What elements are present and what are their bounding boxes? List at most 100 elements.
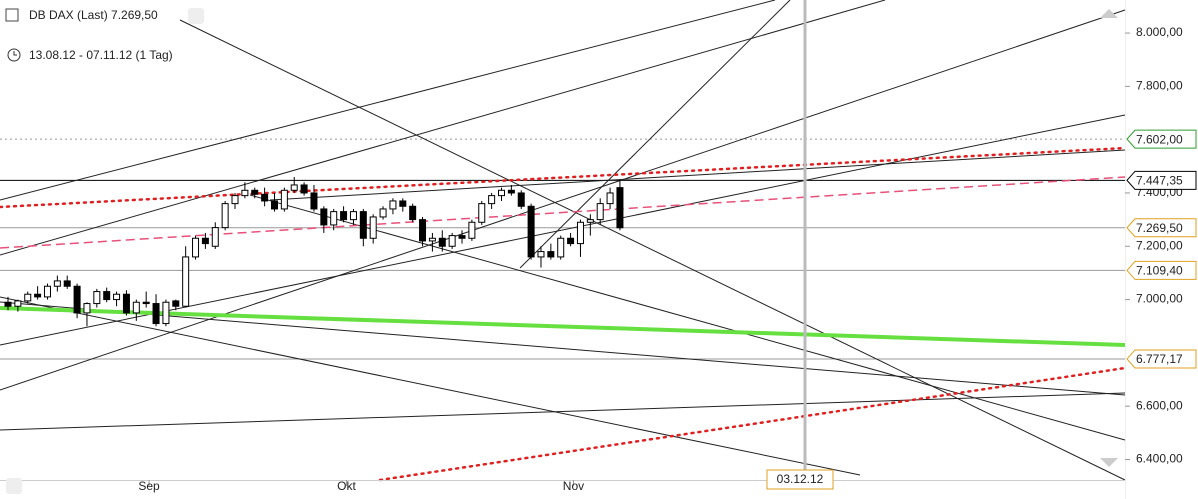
- candle-body: [251, 189, 259, 195]
- crosshair-box: [766, 469, 834, 490]
- chart-icon: [5, 8, 19, 22]
- drawings: [0, 0, 1127, 482]
- candle-body: [507, 189, 515, 194]
- chart-title: DB DAX (Last) 7.269,50: [29, 8, 158, 22]
- trend-line: [0, 0, 776, 201]
- level-label: 7.447,35: [1136, 174, 1183, 188]
- x-tick-label: Okt: [337, 479, 356, 493]
- candle-body: [14, 300, 22, 307]
- candle-body: [113, 293, 121, 301]
- candle-body: [606, 192, 614, 205]
- level-badge: [1126, 349, 1197, 369]
- candle-body: [616, 187, 624, 229]
- trend-line: [249, 194, 1126, 441]
- trend-line: [269, 149, 1126, 201]
- candle-body: [172, 300, 180, 307]
- candle-body: [63, 280, 71, 287]
- candle-body: [586, 219, 594, 223]
- candle-body: [182, 256, 190, 307]
- trend-line: [179, 19, 1126, 481]
- candle-body: [448, 235, 456, 247]
- candle-body: [517, 192, 525, 207]
- candle-body: [43, 285, 51, 298]
- trend-line: [0, 306, 1126, 347]
- scroll-down[interactable]: [1100, 458, 1118, 467]
- period: 13.08.12 - 07.11.12 (1 Tag): [29, 48, 173, 62]
- settings-button[interactable]: [188, 8, 204, 24]
- candle-body: [103, 291, 111, 301]
- candle-body: [162, 301, 170, 325]
- candle-body: [201, 237, 209, 245]
- level-label: 7.109,40: [1136, 264, 1183, 278]
- level-label: 6.777,17: [1136, 352, 1183, 366]
- candle-body: [567, 237, 575, 245]
- trend-line: [0, 392, 1126, 431]
- zoom-button[interactable]: [6, 478, 22, 494]
- candle-body: [537, 251, 545, 258]
- candle-body: [241, 189, 249, 197]
- candle-body: [73, 285, 81, 314]
- clock-hands: [13, 51, 17, 56]
- candle-body: [142, 301, 150, 305]
- candle-body: [428, 237, 436, 242]
- clock-icon: [7, 48, 21, 62]
- candle-body: [419, 219, 427, 242]
- candle-body: [122, 293, 130, 314]
- candle-body: [498, 189, 505, 197]
- y-tick-label: 8.000,00: [1136, 25, 1183, 39]
- candle-body: [527, 205, 535, 258]
- candle-body: [310, 192, 318, 210]
- trend-line: [378, 366, 1127, 482]
- trend-line: [0, 146, 1127, 209]
- level-badge: [1126, 129, 1197, 149]
- y-tick-label: 7.800,00: [1136, 79, 1183, 93]
- candle-body: [359, 211, 367, 239]
- candle-body: [330, 211, 338, 226]
- candle-body: [34, 293, 42, 298]
- candle-body: [438, 237, 446, 247]
- y-tick-label: 7.000,00: [1136, 292, 1183, 306]
- candle-body: [488, 195, 496, 205]
- candle-body: [132, 301, 140, 314]
- x-tick-label: Sep: [138, 479, 160, 493]
- candle-body: [478, 203, 486, 223]
- candle-body: [576, 221, 584, 245]
- x-tick-label: Nov: [563, 479, 584, 493]
- candle-body: [53, 280, 61, 287]
- level-badge: [1126, 260, 1197, 280]
- candle-body: [152, 303, 160, 325]
- level-label: 7.269,50: [1136, 221, 1183, 235]
- trend-line: [0, 176, 1126, 249]
- candle-body: [231, 195, 239, 205]
- trend-line: [0, 0, 886, 256]
- candle-body: [340, 211, 348, 221]
- candle-body: [458, 235, 466, 239]
- candle-body: [349, 211, 357, 221]
- y-tick-label: 6.600,00: [1136, 398, 1183, 412]
- trend-line: [0, 9, 1126, 391]
- candle-body: [369, 216, 377, 239]
- candle-body: [547, 251, 555, 258]
- candle-body: [211, 227, 219, 247]
- candle-body: [280, 189, 288, 210]
- trend-line: [0, 301, 1126, 396]
- candle-body: [261, 193, 269, 202]
- candle-body: [300, 184, 308, 194]
- trend-line: [0, 296, 861, 476]
- candle-body: [192, 237, 200, 258]
- candle-body: [320, 208, 328, 226]
- level-label: 7.602,00: [1136, 132, 1183, 146]
- candle-body: [4, 301, 12, 307]
- scroll-up[interactable]: [1100, 9, 1118, 18]
- candle-body: [389, 200, 397, 210]
- candle-body: [290, 184, 298, 191]
- candle-body: [83, 303, 91, 314]
- candle-body: [468, 221, 476, 239]
- candle-body: [596, 203, 604, 221]
- candle-body: [399, 200, 407, 207]
- crosshair-label: 03.12.12: [777, 472, 824, 486]
- candle-body: [24, 293, 32, 302]
- y-tick-label: 6.400,00: [1136, 452, 1183, 466]
- candle-body: [409, 205, 417, 221]
